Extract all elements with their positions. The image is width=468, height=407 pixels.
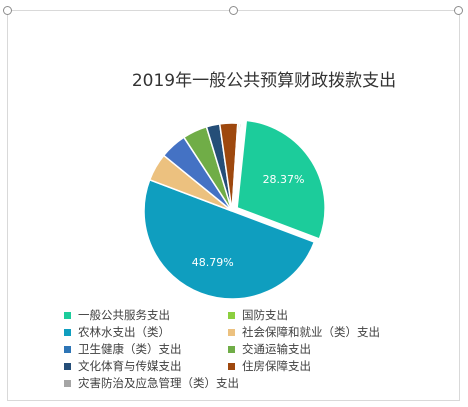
legend-item: 农林水支出（类） [64, 324, 170, 340]
resize-handle-top-center[interactable] [229, 6, 238, 15]
legend-item: 一般公共服务支出 [64, 307, 170, 323]
legend-item: 国防支出 [228, 307, 288, 323]
legend-label: 住房保障支出 [242, 359, 311, 373]
slice-data-label-1: 48.79% [192, 256, 234, 269]
pie-slice-8[interactable] [231, 122, 243, 212]
legend-swatch [64, 311, 71, 319]
resize-handle-top-left[interactable] [3, 6, 12, 15]
legend-swatch [228, 362, 235, 370]
legend-label: 灾害防治及应急管理（类）支出 [78, 376, 239, 390]
legend-label: 文化体育与传媒支出 [78, 359, 182, 373]
slice-data-label-0: 28.37% [263, 173, 305, 186]
pie-slice-0[interactable] [236, 119, 326, 240]
legend-label: 交通运输支出 [242, 342, 311, 356]
legend-swatch [228, 345, 235, 353]
legend-swatch [64, 345, 71, 353]
legend-item: 社会保障和就业（类）支出 [228, 324, 380, 340]
legend-swatch [64, 328, 71, 336]
pie-slice-1[interactable] [143, 178, 316, 300]
legend-swatch [64, 379, 71, 387]
legend-label: 社会保障和就业（类）支出 [242, 325, 380, 339]
legend-label: 卫生健康（类）支出 [78, 342, 182, 356]
legend-swatch [228, 328, 235, 336]
resize-handle-top-right[interactable] [454, 6, 463, 15]
legend-label: 农林水支出（类） [78, 325, 170, 339]
legend-label: 一般公共服务支出 [78, 308, 170, 322]
legend-item: 交通运输支出 [228, 341, 311, 357]
chart-title: 2019年一般公共预算财政拨款支出 [131, 71, 397, 91]
legend-item: 住房保障支出 [228, 358, 311, 374]
legend-label: 国防支出 [242, 308, 288, 322]
legend-swatch [228, 311, 235, 319]
legend-item: 灾害防治及应急管理（类）支出 [64, 375, 239, 391]
legend-swatch [64, 362, 71, 370]
chart-frame[interactable] [7, 10, 460, 401]
legend-item: 文化体育与传媒支出 [64, 358, 182, 374]
legend-item: 卫生健康（类）支出 [64, 341, 182, 357]
